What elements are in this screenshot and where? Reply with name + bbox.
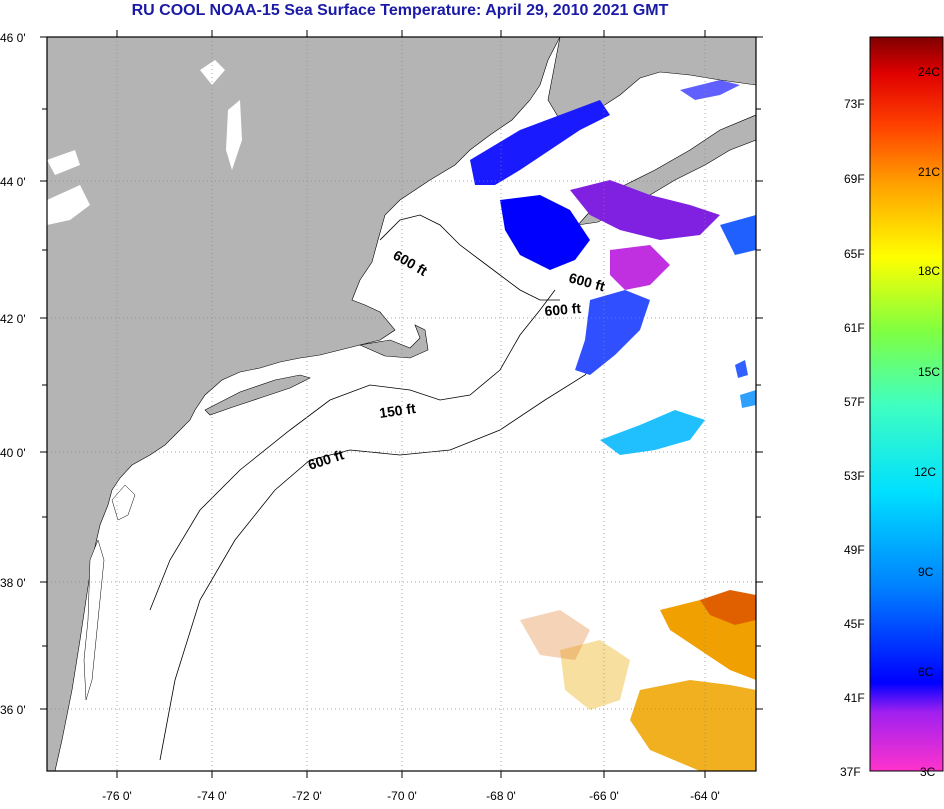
tick-marks [40, 30, 763, 778]
lat-label: 36 0' [0, 703, 26, 717]
lat-label: 46 0' [0, 31, 26, 45]
colorbar-c-label: 3C [920, 765, 936, 779]
colorbar-c-label: 15C [918, 365, 940, 379]
land-long-island [204, 374, 311, 416]
lon-label: -66 0' [589, 789, 619, 803]
lat-label: 44 0' [0, 175, 26, 189]
lon-label: -70 0' [387, 789, 417, 803]
colorbar [869, 36, 944, 772]
colorbar-c-label: 21C [918, 165, 940, 179]
contour-150ft [149, 289, 556, 611]
lon-labels: -76 0' -74 0' -72 0' -70 0' -68 0' -66 0… [102, 789, 720, 803]
contour-label: 150 ft [378, 400, 417, 421]
lon-label: -68 0' [486, 789, 516, 803]
sst-data [470, 80, 756, 771]
lon-label: -76 0' [102, 789, 132, 803]
lon-label: -64 0' [690, 789, 720, 803]
colorbar-f-label: 57F [844, 395, 865, 409]
colorbar-c-label: 9C [918, 565, 934, 579]
chesapeake-bay [83, 539, 105, 701]
colorbar-f-label: 37F [840, 765, 861, 779]
colorbar-f-label: 65F [844, 247, 865, 261]
lake [226, 100, 242, 170]
colorbar-c-label: 24C [918, 65, 940, 79]
colorbar-c-label: 12C [914, 465, 936, 479]
colorbar-c-label: 18C [918, 264, 940, 278]
colorbar-f-label: 53F [844, 469, 865, 483]
lake [47, 150, 80, 175]
colorbar-c-labels: 24C 21C 18C 15C 12C 9C 6C 3C [914, 65, 940, 779]
map-title: RU COOL NOAA-15 Sea Surface Temperature:… [131, 2, 669, 19]
lake [47, 185, 90, 225]
lat-label: 38 0' [0, 576, 26, 590]
contour-600ft-gom [379, 214, 560, 301]
contour-label: 600 ft [544, 300, 582, 319]
land-cape-cod [358, 324, 429, 359]
colorbar-f-label: 41F [844, 691, 865, 705]
lon-label: -74 0' [197, 789, 227, 803]
delaware-bay [111, 484, 136, 521]
colorbar-f-label: 69F [844, 172, 865, 186]
lat-labels: 46 0' 44 0' 42 0' 40 0' 38 0' 36 0' [0, 31, 26, 717]
lon-label: -72 0' [292, 789, 322, 803]
land-mainland [47, 37, 561, 771]
colorbar-c-label: 6C [918, 665, 934, 679]
colorbar-f-labels: 73F 69F 65F 61F 57F 53F 49F 45F 41F 37F [840, 97, 865, 779]
lat-label: 40 0' [0, 446, 26, 460]
lake [200, 60, 225, 85]
colorbar-f-label: 49F [844, 543, 865, 557]
lat-label: 42 0' [0, 312, 26, 326]
colorbar-f-label: 61F [844, 321, 865, 335]
colorbar-f-label: 73F [844, 97, 865, 111]
colorbar-f-label: 45F [844, 617, 865, 631]
